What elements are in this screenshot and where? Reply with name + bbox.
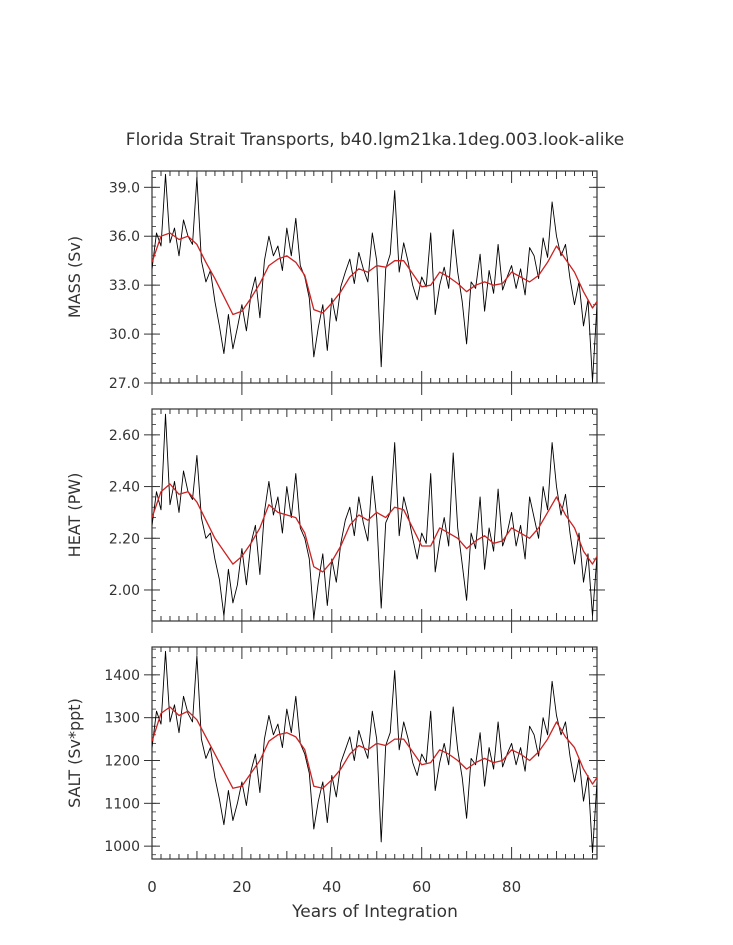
x-tick-label: 0 (147, 878, 157, 896)
mass-frame (151, 170, 598, 384)
salt-ytick-label: 1300 (104, 711, 140, 727)
salt-frame (151, 646, 598, 860)
mass-panel: 27.0 30.0 33.0 36.0 39.0 MASS (Sv) (65, 170, 605, 395)
x-tick-label: 40 (322, 878, 341, 896)
salt-running-mean-line (152, 706, 597, 789)
mass-ytick-label: 27.0 (109, 376, 140, 392)
salt-ytick-label: 1000 (104, 839, 140, 855)
heat-annual-line (152, 413, 597, 619)
heat-frame (151, 408, 598, 622)
mass-annual-line (152, 173, 597, 382)
salt-panel: 1000 1100 1200 1300 1400 SALT (Sv*ppt) (65, 646, 605, 860)
salt-y-axis-label: SALT (Sv*ppt) (65, 698, 84, 808)
heat-running-mean-line (152, 483, 597, 573)
mass-ytick-label: 30.0 (109, 327, 140, 343)
mass-y-axis-label: MASS (Sv) (65, 236, 84, 318)
heat-panel: 2.00 2.20 2.40 2.60 HEAT (PW) (65, 408, 605, 633)
heat-ytick-label: 2.20 (109, 531, 140, 547)
salt-annual-line (152, 650, 597, 854)
salt-ytick-label: 1100 (104, 796, 140, 812)
heat-y-axis-label: HEAT (PW) (65, 473, 84, 558)
mass-ytick-label: 39.0 (109, 180, 140, 196)
heat-ytick-label: 2.40 (109, 480, 140, 496)
x-tick-label: 20 (232, 878, 251, 896)
chart-title: Florida Strait Transports, b40.lgm21ka.1… (126, 130, 624, 150)
salt-ytick-label: 1400 (104, 668, 140, 684)
mass-running-mean-line (152, 232, 597, 316)
salt-ytick-label: 1200 (104, 753, 140, 769)
x-tick-label: 60 (412, 878, 431, 896)
x-axis-label: Years of Integration (291, 902, 458, 922)
heat-ytick-label: 2.00 (109, 583, 140, 599)
mass-ytick-label: 33.0 (109, 278, 140, 294)
heat-ytick-label: 2.60 (109, 428, 140, 444)
x-tick-label: 80 (502, 878, 521, 896)
mass-ytick-label: 36.0 (109, 229, 140, 245)
